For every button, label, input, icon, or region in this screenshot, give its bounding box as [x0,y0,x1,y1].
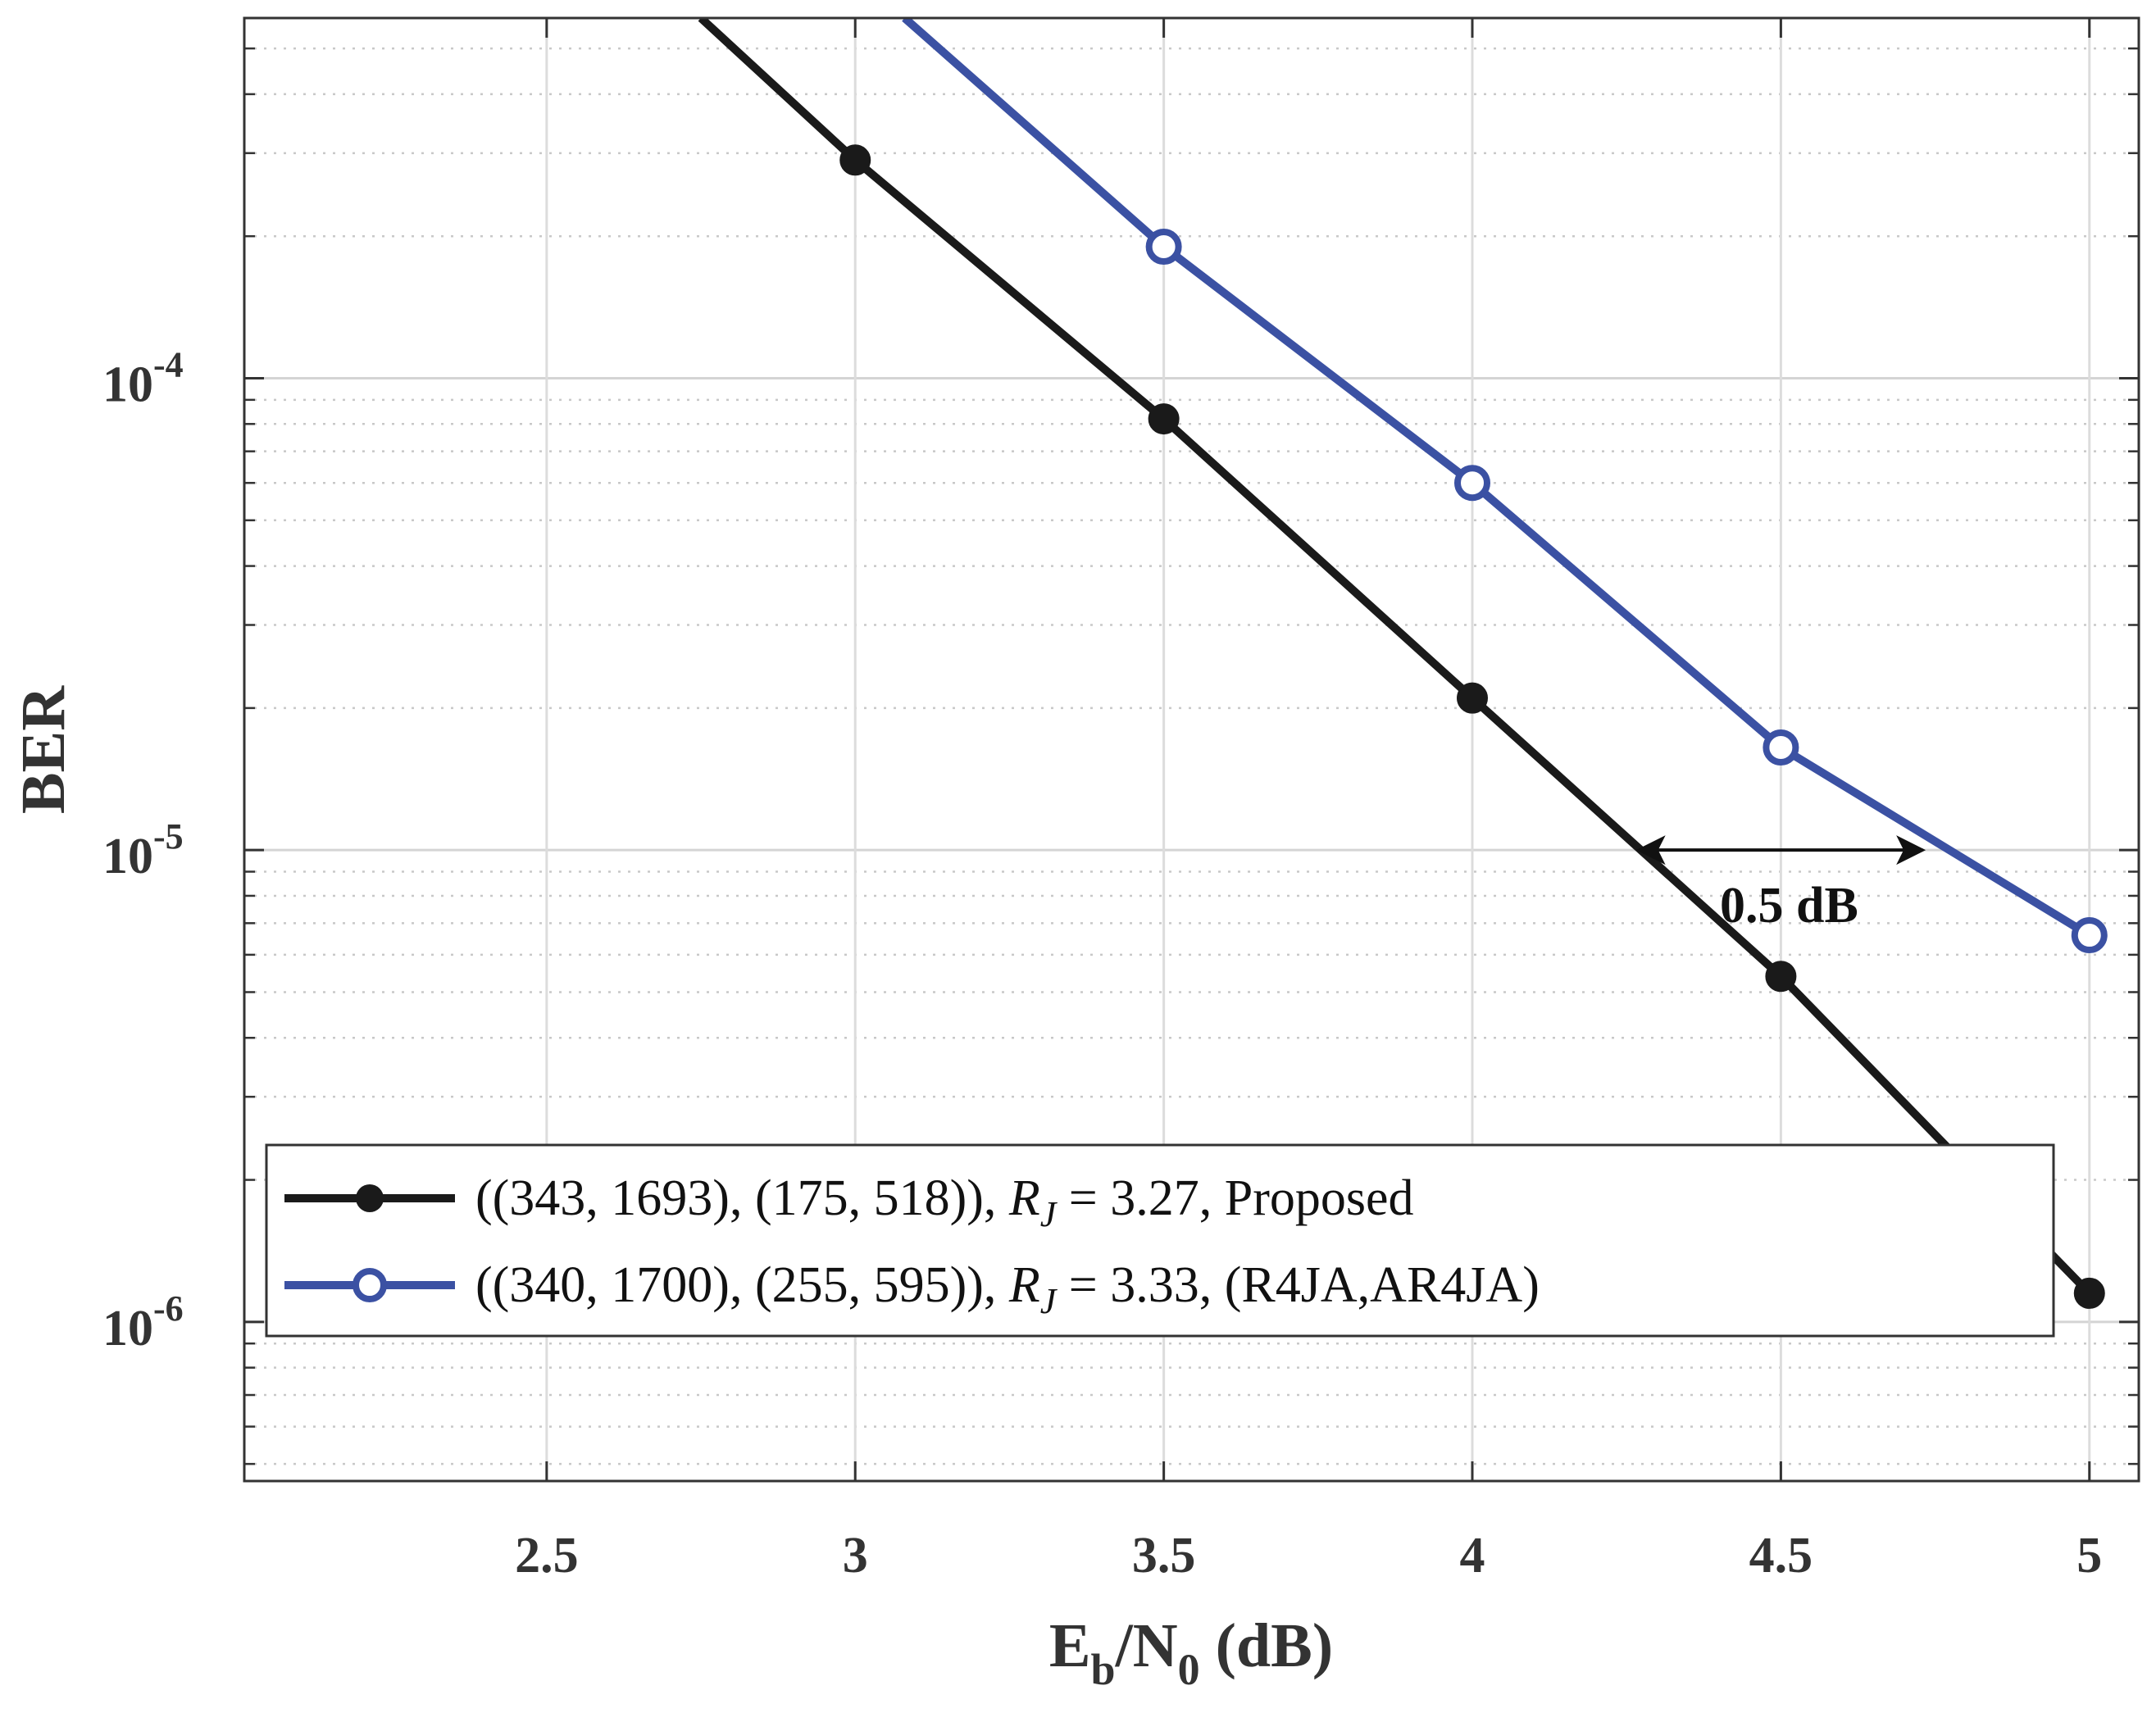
data-point-series-1 [2071,917,2108,954]
series-layer [698,18,2093,1297]
legend-label-r4ja-head: ((340, 1700), (255, 595)), [475,1257,1009,1313]
legend-label-r4ja-tail: = 3.33, (R4JA,AR4JA) [1056,1257,1540,1313]
marker-layer [839,144,2108,1309]
x-axis-title-n: /N [1115,1611,1178,1680]
legend-entry-r4ja: ((340, 1700), (255, 595)), RJ = 3.33, (R… [284,1257,1540,1321]
y-axis-title: BER [9,685,78,814]
legend-label-proposed-tail: = 3.27, Proposed [1056,1170,1413,1226]
x-axis-title-e: E [1049,1611,1091,1680]
legend-label-r4ja: ((340, 1700), (255, 595)), RJ = 3.33, (R… [475,1257,1540,1321]
y-tick-label: 10-4 [102,344,184,412]
y-tick-label-base: 10 [102,357,153,412]
series-line-1 [902,18,2092,939]
x-tick-labels: 2.5 3 3.5 4 4.5 5 [515,1528,2102,1583]
legend-label-r4ja-sub: J [1040,1281,1058,1321]
legend-label-proposed: ((343, 1693), (175, 518)), RJ = 3.27, Pr… [475,1170,1414,1234]
y-tick-label-exponent: -5 [153,816,184,856]
series-line-0 [698,18,2093,1297]
legend-marker-open-circle-icon [353,1268,387,1302]
data-point-series-0 [1457,682,1489,714]
annotation-label: 0.5 dB [1720,878,1858,934]
y-tick-label: 10-6 [102,1288,184,1356]
x-tick-label: 5 [2076,1528,2102,1583]
y-tick-label-exponent: -6 [153,1288,184,1329]
legend: ((343, 1693), (175, 518)), RJ = 3.27, Pr… [265,1143,2055,1338]
legend-label-proposed-sub: J [1040,1194,1058,1234]
data-point-series-0 [839,144,871,176]
x-tick-label: 3 [843,1528,868,1583]
data-point-series-1 [1454,465,1491,502]
x-axis-title-sub-b: b [1091,1645,1116,1694]
legend-label-proposed-r: R [1008,1170,1040,1226]
data-point-series-1 [1763,729,1799,766]
y-tick-label-base: 10 [102,829,153,884]
legend-label-r4ja-r: R [1008,1257,1040,1313]
data-point-series-0 [1765,961,1797,993]
annotation-0-5db: 0.5 dB [1635,835,1926,934]
legend-label-proposed-head: ((343, 1693), (175, 518)), [475,1170,1009,1226]
tick-marks [244,18,2139,1481]
x-tick-label: 3.5 [1132,1528,1196,1583]
data-point-series-0 [1148,403,1180,435]
x-axis-title-sub-0: 0 [1178,1645,1200,1694]
y-tick-label-exponent: -4 [153,344,184,384]
y-tick-labels: 10-410-510-6 [102,344,184,1356]
legend-marker-filled-circle-icon [356,1184,384,1212]
x-axis-title: Eb/N0 (dB) [1049,1611,1333,1694]
legend-box [265,1143,2055,1338]
data-point-series-1 [1145,229,1182,266]
x-tick-label: 4.5 [1749,1528,1813,1583]
plot-frame [243,16,2140,1483]
x-tick-label: 4 [1460,1528,1485,1583]
data-point-series-0 [2073,1277,2105,1309]
x-axis-title-unit: (dB) [1200,1611,1334,1680]
x-tick-label: 2.5 [515,1528,579,1583]
y-tick-label-base: 10 [102,1301,153,1356]
y-tick-label: 10-5 [102,816,184,884]
legend-entry-proposed: ((343, 1693), (175, 518)), RJ = 3.27, Pr… [284,1170,1414,1234]
